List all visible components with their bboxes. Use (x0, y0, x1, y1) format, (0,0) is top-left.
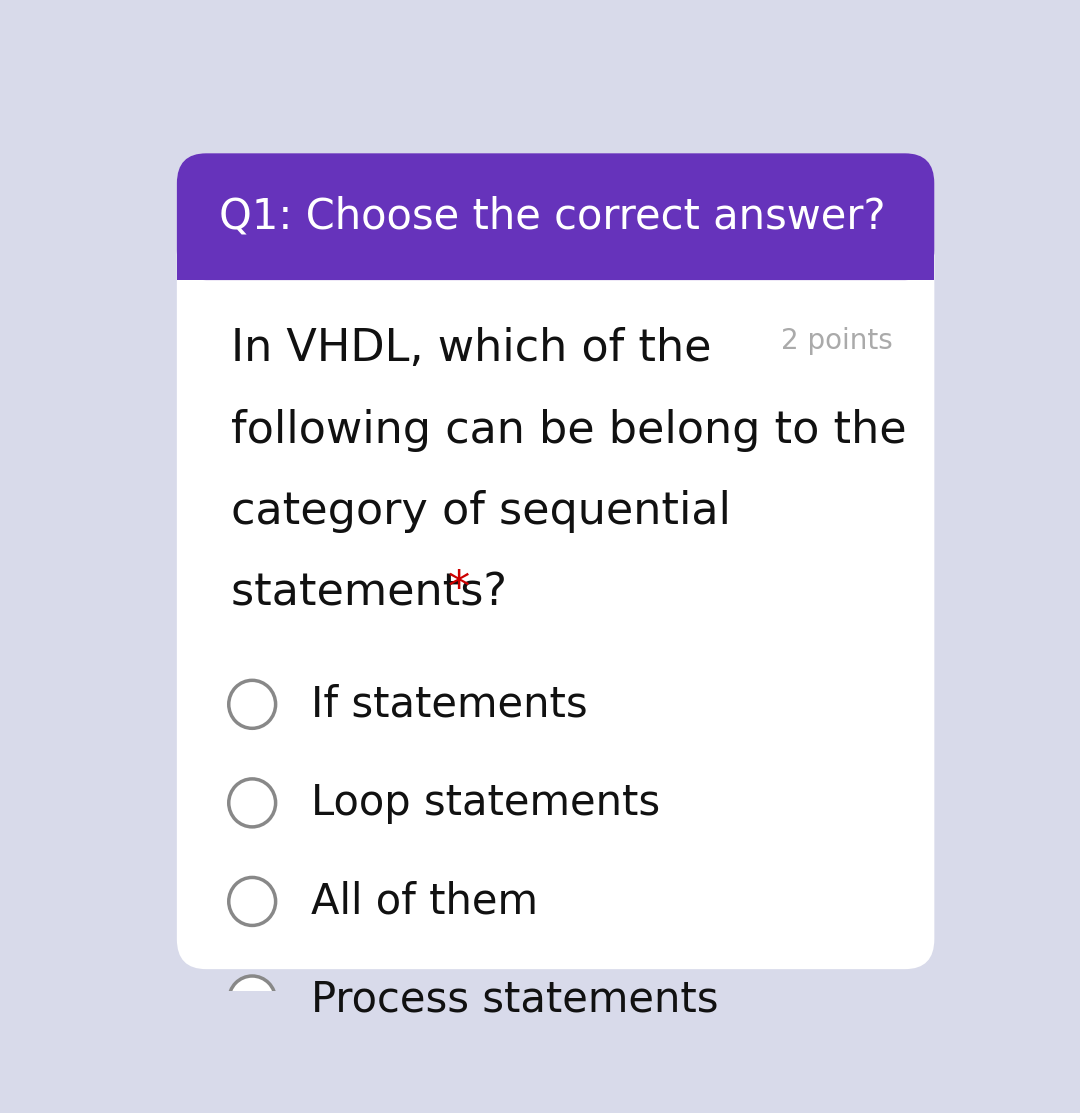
Text: 2 points: 2 points (781, 327, 892, 355)
FancyBboxPatch shape (177, 154, 934, 280)
Text: Loop statements: Loop statements (311, 782, 660, 824)
Circle shape (229, 877, 275, 925)
Circle shape (229, 976, 275, 1024)
Text: category of sequential: category of sequential (231, 490, 731, 533)
Circle shape (229, 779, 275, 827)
FancyBboxPatch shape (177, 154, 934, 969)
Text: In VHDL, which of the: In VHDL, which of the (231, 327, 712, 371)
Text: *: * (447, 568, 470, 611)
Bar (177, 223, 934, 280)
Text: All of them: All of them (311, 880, 538, 923)
Text: Process statements: Process statements (311, 979, 718, 1021)
Circle shape (229, 680, 275, 728)
Text: Q1: Choose the correct answer?: Q1: Choose the correct answer? (218, 196, 886, 238)
Text: statements?: statements? (231, 571, 522, 614)
Text: following can be belong to the: following can be belong to the (231, 408, 907, 452)
Text: If statements: If statements (311, 683, 588, 726)
